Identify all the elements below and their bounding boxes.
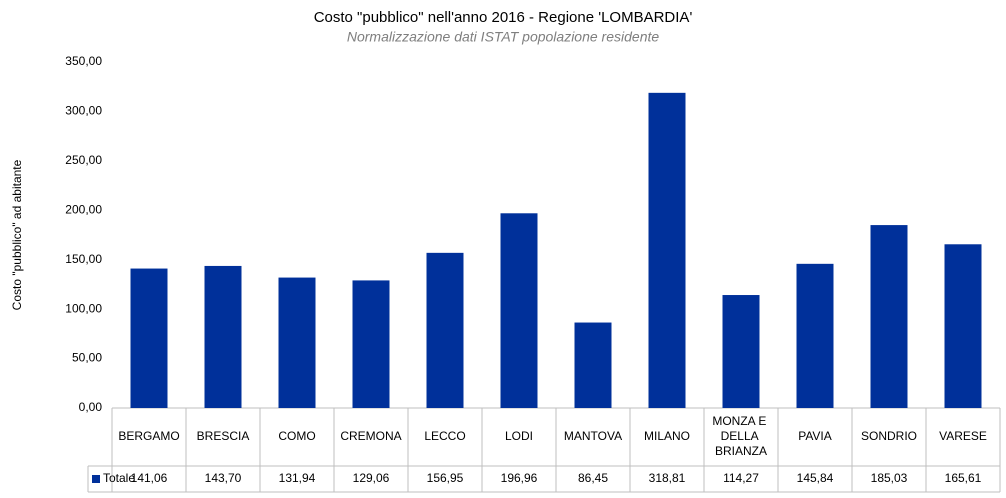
y-tick-label: 100,00 <box>65 301 102 315</box>
legend-swatch <box>92 475 100 483</box>
x-tick-label: SONDRIO <box>861 429 917 443</box>
bar <box>130 268 168 408</box>
bar <box>648 92 686 408</box>
y-tick-label: 300,00 <box>65 104 102 118</box>
x-tick-label: BRESCIA <box>197 429 250 443</box>
data-label: 156,95 <box>427 471 464 485</box>
bar <box>426 252 464 408</box>
y-tick-label: 150,00 <box>65 252 102 266</box>
y-tick-label: 0,00 <box>79 400 103 414</box>
x-tick-label: LODI <box>505 429 533 443</box>
chart-title: Costo "pubblico" nell'anno 2016 - Region… <box>314 9 693 26</box>
x-tick-label: MONZA E DELLA BRIANZA <box>712 414 769 458</box>
bar <box>722 295 760 408</box>
data-label: 86,45 <box>578 471 608 485</box>
data-label: 131,94 <box>279 471 316 485</box>
x-tick-label: BERGAMO <box>118 429 179 443</box>
data-label: 196,96 <box>501 471 538 485</box>
x-tick-label: MILANO <box>644 429 690 443</box>
bar <box>352 280 390 408</box>
bar <box>204 265 242 408</box>
x-tick-label: LECCO <box>424 429 465 443</box>
data-label: 145,84 <box>797 471 834 485</box>
data-label: 165,61 <box>945 471 982 485</box>
y-tick-label: 50,00 <box>72 351 102 365</box>
x-tick-label: COMO <box>278 429 315 443</box>
y-tick-label: 250,00 <box>65 153 102 167</box>
x-tick-label: PAVIA <box>798 429 832 443</box>
bar <box>870 225 908 408</box>
x-tick-label: CREMONA <box>340 429 401 443</box>
data-label: 129,06 <box>353 471 390 485</box>
y-tick-label: 200,00 <box>65 202 102 216</box>
bar <box>500 213 538 408</box>
data-label: 141,06 <box>131 471 168 485</box>
data-label: 114,27 <box>723 471 759 485</box>
y-tick-label: 350,00 <box>65 54 102 68</box>
legend-label: Totale <box>103 471 135 485</box>
data-label: 318,81 <box>649 471 686 485</box>
x-tick-label: VARESE <box>939 429 987 443</box>
data-label: 143,70 <box>205 471 242 485</box>
bar <box>574 322 612 408</box>
bar <box>944 244 982 408</box>
x-tick-label: MANTOVA <box>564 429 622 443</box>
y-axis-title: Costo "pubblico" ad abitante <box>10 159 24 310</box>
bar <box>796 263 834 408</box>
chart-subtitle: Normalizzazione dati ISTAT popolazione r… <box>347 29 660 45</box>
data-label: 185,03 <box>871 471 908 485</box>
bar <box>278 277 316 408</box>
